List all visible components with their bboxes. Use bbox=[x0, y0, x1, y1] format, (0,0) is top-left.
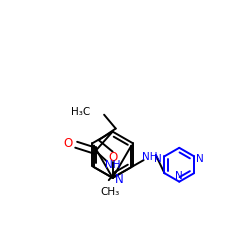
Text: NH: NH bbox=[142, 152, 158, 162]
Text: N: N bbox=[114, 173, 123, 186]
Text: NH: NH bbox=[105, 160, 120, 170]
Text: N: N bbox=[196, 154, 204, 164]
Text: N: N bbox=[154, 154, 162, 164]
Text: H₃C: H₃C bbox=[71, 108, 90, 118]
Text: N: N bbox=[176, 171, 183, 181]
Text: O: O bbox=[64, 137, 73, 150]
Text: CH₃: CH₃ bbox=[101, 188, 120, 198]
Text: O: O bbox=[108, 150, 117, 164]
